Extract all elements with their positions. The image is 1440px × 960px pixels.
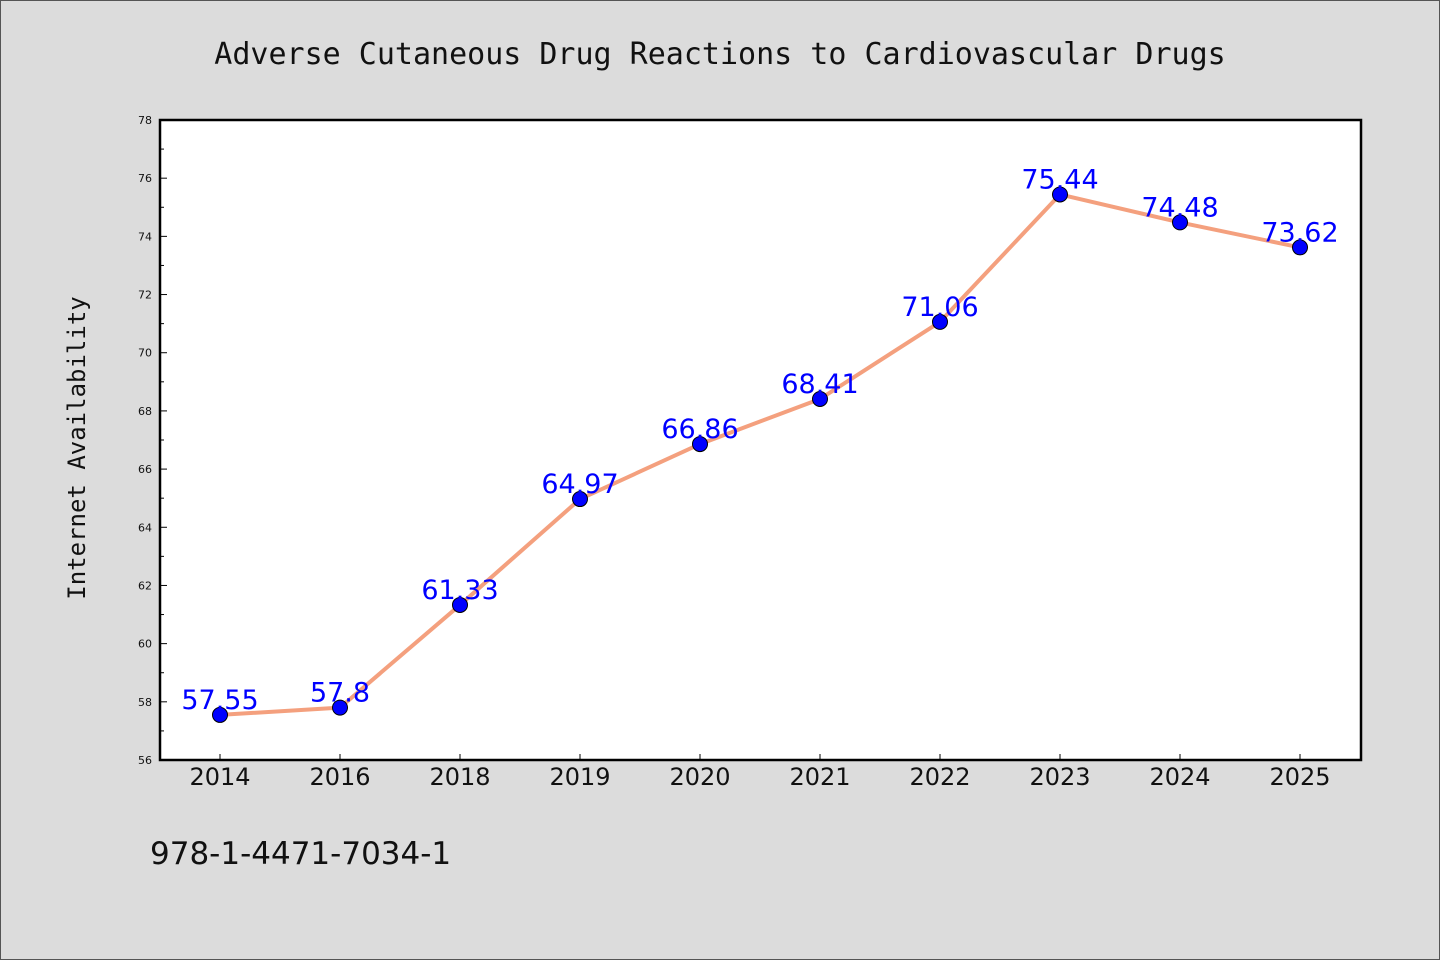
y-tick-label: 60	[138, 638, 152, 651]
plot-border	[158, 118, 1363, 762]
data-label: 73.62	[1261, 217, 1338, 248]
data-point-marker	[452, 596, 468, 613]
data-label: 57.55	[181, 685, 258, 716]
data-point-marker	[1052, 186, 1068, 203]
x-tick-label: 2023	[1029, 763, 1090, 791]
x-tick-label: 2025	[1269, 763, 1330, 791]
data-label: 57.8	[310, 678, 370, 709]
chart-title: Adverse Cutaneous Drug Reactions to Card…	[214, 37, 1225, 72]
data-point-marker	[932, 313, 948, 330]
data-label: 64.97	[541, 469, 618, 500]
x-tick-label: 2018	[429, 763, 490, 791]
data-label: 74.48	[1141, 192, 1218, 223]
series-line-group	[219, 192, 1301, 717]
data-point-marker	[692, 436, 708, 453]
data-label: 75.44	[1021, 164, 1098, 195]
y-tick-label: 76	[138, 172, 152, 185]
isbn-text: 978-1-4471-7034-1	[150, 836, 451, 872]
y-tick-label: 68	[138, 405, 152, 418]
data-point-marker	[572, 491, 588, 508]
data-point-marker	[332, 699, 348, 716]
data-point-marker	[212, 706, 228, 723]
data-label: 61.33	[421, 575, 498, 606]
x-tick-label: 2022	[909, 763, 970, 791]
y-axis: 56 58 60 62 64 66 68 70 72 74 76 78	[138, 114, 167, 767]
x-tick-label: 2019	[549, 763, 610, 791]
y-tick-label: 74	[138, 230, 152, 243]
x-tick-label: 2024	[1149, 763, 1210, 791]
plot-area	[160, 120, 1361, 760]
data-label: 71.06	[901, 292, 978, 323]
y-tick-label: 66	[138, 463, 152, 476]
x-axis: 2014 2016 2018 2019 2020 2021 2022 2023 2024 2025	[189, 754, 1331, 791]
y-tick-label: 70	[138, 347, 152, 360]
x-tick-label: 2014	[189, 763, 250, 791]
y-tick-label: 58	[138, 696, 152, 709]
y-tick-label: 62	[138, 579, 152, 592]
x-tick-label: 2020	[669, 763, 730, 791]
marker-group	[212, 186, 1308, 723]
y-axis-label: Internet Availability	[63, 296, 91, 599]
data-label: 66.86	[661, 414, 738, 445]
data-label: 68.41	[781, 369, 858, 400]
y-tick-label: 56	[138, 754, 152, 767]
y-tick-label: 78	[138, 114, 152, 127]
data-point-marker	[1172, 214, 1188, 231]
data-label-group: 57.55 57.8 61.33 64.97 66.86 68.41 71.06 75.44 7…	[181, 164, 1338, 715]
x-tick-label: 2021	[789, 763, 850, 791]
series-line	[219, 192, 1301, 717]
y-tick-label: 64	[138, 521, 152, 534]
y-tick-label: 72	[138, 289, 152, 302]
data-point-marker	[812, 390, 828, 407]
data-point-marker	[1292, 239, 1308, 256]
x-tick-label: 2016	[309, 763, 370, 791]
